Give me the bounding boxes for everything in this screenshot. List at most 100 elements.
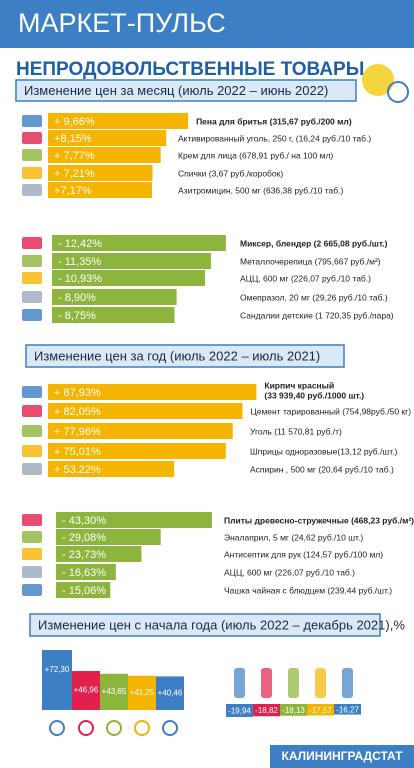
column: [280, 704, 307, 716]
bar-label: - 16,63%: [62, 567, 106, 579]
bar-label: - 8,90%: [58, 292, 96, 304]
bar: [56, 512, 212, 528]
bar: [48, 403, 243, 419]
column: [334, 704, 361, 715]
icon: [22, 548, 42, 560]
bar: [52, 235, 226, 251]
icon: [22, 463, 42, 475]
bar-label: + 53,22%: [54, 464, 101, 476]
section-title-box: [25, 344, 345, 368]
item-text: Антисептик для рук (124,57 руб./100 мл): [224, 549, 383, 559]
bar-label: - 23,73%: [62, 549, 106, 561]
icon: [22, 167, 42, 179]
item-text: Сандалии детские (1 720,35 руб./пара): [240, 310, 394, 320]
icon: [22, 584, 42, 596]
icon: [22, 309, 42, 321]
bar: [48, 384, 257, 400]
column-label: +41,25: [130, 688, 155, 697]
bar-label: + 87,93%: [54, 387, 101, 399]
bar-label: - 12,42%: [58, 238, 102, 250]
icon: [22, 115, 42, 127]
icon: [106, 720, 122, 736]
footer: КАЛИНИНГРАДСТАТ: [282, 749, 404, 763]
icon: [315, 668, 326, 698]
header-title: МАРКЕТ-ПУЛЬС: [18, 8, 226, 38]
column: [42, 649, 72, 710]
item-text: (33 939,40 руб./1000 шт.): [264, 390, 364, 400]
icon: [22, 386, 42, 398]
section-title: Изменение цен за месяц (июль 2022 – июнь…: [24, 83, 328, 98]
icon: [22, 514, 42, 526]
item-text: Активированный уголь, 250 г, (16,24 руб.…: [178, 133, 371, 143]
bar: [52, 289, 177, 305]
item-text: Эналаприл, 5 мг (24,62 руб./10 шт.): [224, 532, 363, 542]
column: [156, 676, 184, 710]
bar-label: - 8,75%: [58, 310, 96, 322]
bar: [48, 443, 226, 459]
item-text: Металлочерепица (795,667 руб./м²): [240, 256, 381, 266]
bar: [56, 529, 161, 545]
item-text: Плиты древесно-стружечные (468,23 руб./м…: [224, 515, 414, 525]
item-text: Шприцы одноразовые(13,12 руб./шт.): [250, 446, 398, 456]
icon: [22, 405, 42, 417]
column-label: -19,94: [228, 707, 251, 716]
icon: [22, 272, 42, 284]
bar: [56, 546, 142, 562]
item-text: Миксер, блендер (2 665,08 руб./шт.): [240, 238, 388, 248]
bar-label: - 43,30%: [62, 515, 106, 527]
footer-bar: [270, 745, 414, 768]
icon: [22, 566, 42, 578]
item-text: Омепразол, 20 мг (29,26 руб./10 таб.): [240, 292, 388, 302]
column-label: -16,27: [336, 705, 359, 714]
bar: [52, 270, 206, 286]
column-label: -17,57: [309, 706, 332, 715]
icon: [234, 668, 245, 698]
bar: [48, 165, 153, 181]
bar: [48, 113, 189, 129]
item-text: Уголь (11 570,81 руб./т): [250, 426, 342, 436]
icon: [78, 720, 94, 736]
column-label: +72,30: [45, 665, 70, 674]
subtitle: НЕПРОДОВОЛЬСТВЕННЫЕ ТОВАРЫ: [16, 59, 364, 80]
item-text: Чашка чайная с блюдцем (239,44 руб./шт.): [224, 585, 392, 595]
icon: [49, 720, 65, 736]
decor: [362, 64, 394, 96]
icon: [22, 531, 42, 543]
column-label: -18,13: [282, 706, 305, 715]
bar: [56, 564, 116, 580]
bar: [56, 582, 111, 598]
column: [226, 704, 253, 717]
column: [128, 675, 156, 710]
bar-label: + 77,96%: [54, 426, 101, 438]
bar: [48, 182, 152, 198]
icon: [22, 255, 42, 267]
icon: [22, 237, 42, 249]
icon: [22, 425, 42, 437]
bar-label: +7,17%: [54, 185, 92, 197]
bar-label: - 10,93%: [58, 273, 102, 285]
icon: [22, 445, 42, 457]
icon: [162, 720, 178, 736]
icon: [342, 668, 353, 698]
item-text: Кирпич красный: [264, 380, 334, 390]
bar: [48, 130, 167, 146]
item-text: Азитромицин, 500 мг (636,38 руб./10 таб.…: [178, 185, 343, 195]
bar-label: + 7,77%: [54, 150, 95, 162]
bar-label: +8,15%: [54, 133, 92, 145]
bar-label: - 15,06%: [62, 585, 106, 597]
column: [100, 673, 128, 710]
item-text: Спички (3,67 руб./коробок): [178, 168, 283, 178]
icon: [22, 291, 42, 303]
item-text: АЦЦ, 600 мг (226,07 руб./10 таб.): [224, 567, 355, 577]
icon: [134, 720, 150, 736]
column-label: +46,96: [74, 686, 99, 695]
column: [72, 671, 100, 710]
icon: [288, 668, 299, 698]
column: [307, 704, 334, 716]
column-label: +43,65: [102, 687, 127, 696]
bar-label: - 29,08%: [62, 532, 106, 544]
item-text: Аспирин , 500 мг (20,64 руб./10 таб.): [250, 464, 394, 474]
bar: [48, 147, 161, 163]
